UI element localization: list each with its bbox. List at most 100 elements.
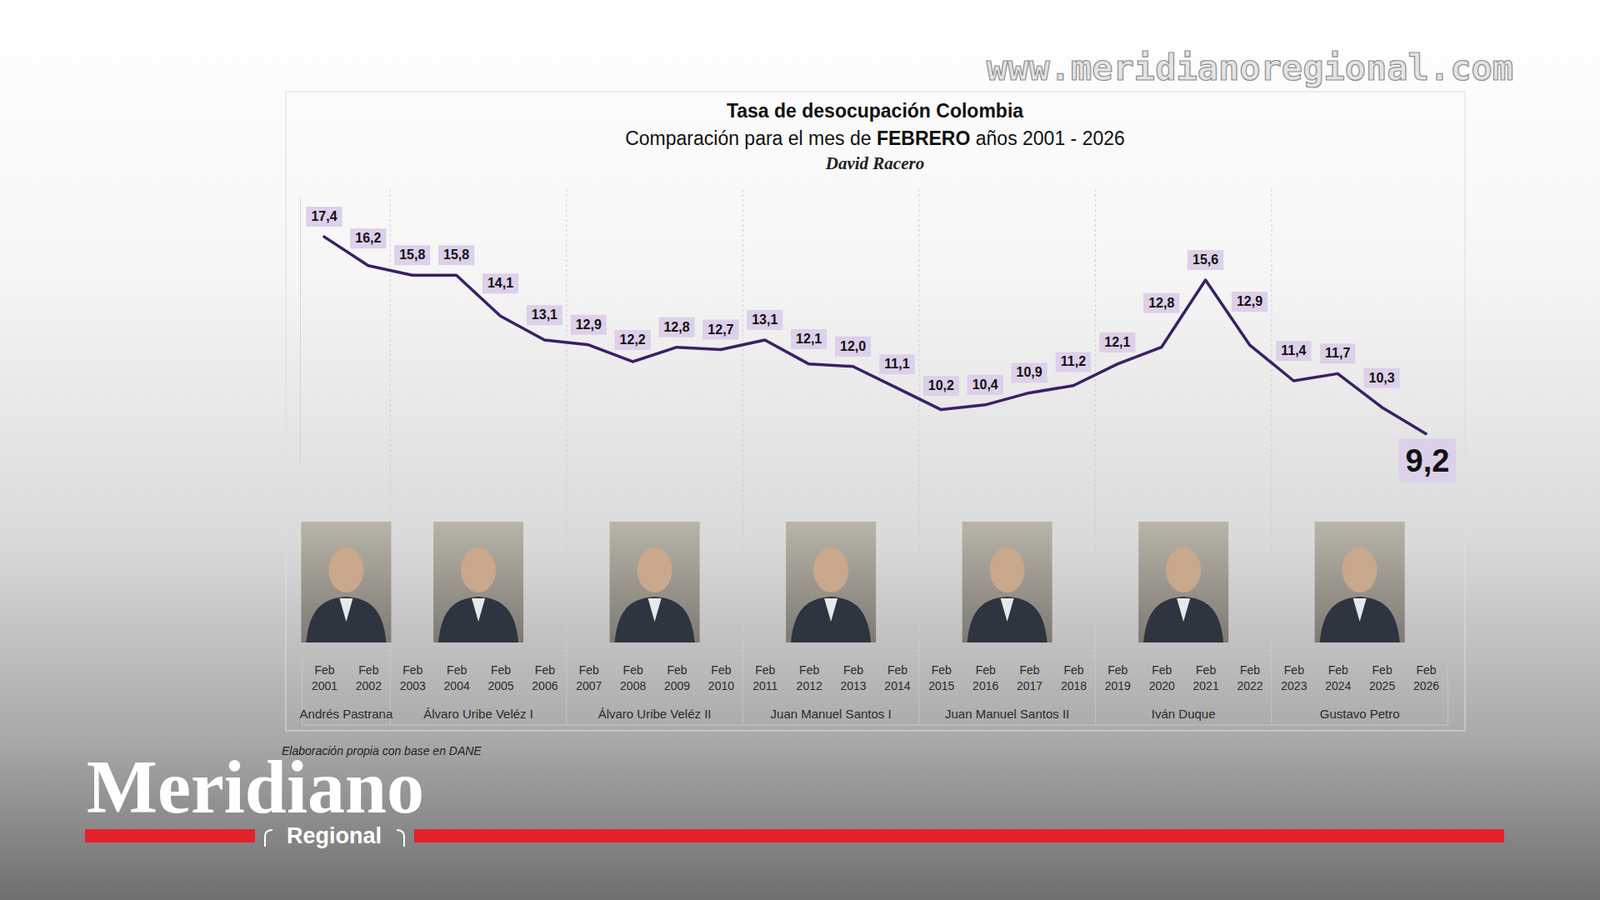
data-label: 15,6 — [1187, 250, 1224, 270]
x-tick-label: Feb2005 — [487, 663, 514, 693]
x-tick: Feb2022 — [1236, 655, 1263, 693]
data-label-box — [350, 228, 386, 249]
x-tick-label-line: Feb — [1151, 663, 1172, 677]
data-label-box — [1143, 293, 1180, 314]
x-tick-label: Feb2025 — [1369, 663, 1395, 693]
title: Tasa de desocupación Colombia — [726, 100, 1024, 122]
data-label-text: 11,4 — [1280, 343, 1306, 358]
data-label-box — [570, 315, 607, 335]
subtitle: Comparación para el mes de FEBRERO años … — [625, 127, 1125, 150]
x-tick-label: Feb2024 — [1325, 663, 1351, 693]
x-tick-label-line: 2009 — [664, 679, 690, 693]
portrait-body — [615, 596, 695, 643]
x-tick-label-line: Feb — [843, 663, 864, 677]
data-label-text: 11,7 — [1325, 345, 1350, 360]
x-tick: Feb2017 — [1016, 655, 1043, 693]
x-tick-label: Feb2001 — [311, 663, 338, 693]
group-labels: Andrés PastranaÁlvaro Uribe Veléz IÁlvar… — [300, 706, 1400, 721]
portrait — [785, 521, 876, 643]
x-tick: Feb2002 — [355, 655, 382, 693]
data-label-box — [394, 245, 430, 265]
x-tick-label-line: Feb — [931, 663, 952, 677]
data-label-text: 12,1 — [1104, 335, 1130, 350]
x-tick-label: Feb2013 — [840, 663, 866, 693]
x-tick-label-line: Feb — [1328, 663, 1349, 677]
table-divider — [1270, 655, 1272, 725]
portrait-shirt — [339, 598, 353, 622]
subtitle-part: 2001 — [1022, 127, 1071, 150]
table-divider — [918, 655, 920, 725]
data-label-box — [1231, 291, 1268, 312]
x-tick: Feb2003 — [400, 655, 426, 693]
x-tick: Feb2014 — [884, 655, 910, 693]
data-label: 12,8 — [658, 317, 695, 338]
plot-marks — [324, 236, 1426, 434]
data-label-box — [305, 206, 342, 227]
logo-bar-right — [414, 829, 1505, 843]
data-label-text: 10,2 — [928, 378, 955, 393]
data-label: 11,2 — [1055, 351, 1091, 372]
data-label-text: 12,1 — [795, 331, 822, 346]
x-tick-label: Feb2022 — [1236, 663, 1263, 693]
period-separator — [918, 189, 920, 656]
data-label-box — [438, 245, 475, 265]
portrait-head — [460, 547, 496, 593]
data-label-text: 12,7 — [707, 322, 734, 337]
x-tick-label-line: Feb — [1372, 663, 1393, 677]
x-tick-label-line: Feb — [490, 663, 511, 677]
x-tick-label-line: Feb — [446, 663, 467, 677]
x-tick-label-line: 2017 — [1016, 679, 1043, 693]
data-label-text: 15,6 — [1192, 252, 1219, 267]
x-tick-label: Feb2008 — [620, 663, 646, 693]
data-label-box — [1399, 438, 1457, 482]
portrait-shirt — [1176, 598, 1190, 622]
portrait-head — [328, 547, 364, 593]
x-tick-label-line: 2018 — [1060, 679, 1087, 693]
x-tick: Feb2005 — [487, 655, 514, 693]
x-tick: Feb2016 — [972, 655, 999, 693]
x-tick-label-line: Feb — [1415, 663, 1436, 677]
data-label-box — [746, 310, 783, 330]
group-label: Álvaro Uribe Veléz I — [423, 706, 534, 721]
x-tick-label-line: 2019 — [1105, 679, 1131, 693]
x-tick-label-line: Feb — [799, 663, 820, 677]
x-tick-label-line: Feb — [887, 663, 908, 677]
x-tick: Feb2007 — [575, 655, 602, 693]
x-tick-label-line: Feb — [623, 663, 644, 677]
data-label-text: 12,9 — [575, 317, 602, 332]
table-divider — [742, 655, 744, 725]
data-label-box — [1320, 343, 1355, 364]
data-label: 11,1 — [879, 354, 915, 375]
x-tick-label: Feb2014 — [884, 663, 910, 693]
x-tick: Feb2013 — [840, 655, 866, 693]
data-label-text: 17,4 — [310, 209, 337, 224]
data-label: 13,1 — [526, 305, 563, 325]
x-tick-label: Feb2020 — [1149, 663, 1175, 693]
subtitle-part: el — [788, 127, 809, 150]
data-label: 14,1 — [482, 273, 519, 294]
subtitle-part: Comparación — [625, 127, 745, 150]
data-label: 10,3 — [1363, 368, 1400, 389]
x-tick-label: Feb2006 — [531, 663, 558, 693]
x-tick-label-line: 2015 — [928, 679, 955, 693]
line — [324, 236, 1426, 434]
data-label-text: 14,1 — [487, 275, 514, 290]
data-label-box — [526, 305, 563, 325]
x-tick-label-line: Feb — [666, 663, 687, 677]
group-label: Juan Manuel Santos I — [770, 706, 892, 721]
x-tick: Feb2019 — [1105, 655, 1131, 693]
subtitle-part: FEBRERO — [876, 127, 976, 150]
data-label: 9,2 — [1399, 438, 1457, 482]
data-label-text: 10,3 — [1369, 370, 1395, 385]
data-label-text: 13,1 — [531, 307, 558, 322]
x-tick-label: Feb2004 — [444, 663, 470, 693]
portrait-head — [1165, 547, 1201, 593]
x-tick-label-line: 2003 — [400, 679, 426, 693]
data-label-text: 12,9 — [1236, 294, 1263, 309]
data-label-box — [835, 336, 871, 357]
data-label-box — [1275, 340, 1311, 361]
portrait-head — [1342, 547, 1378, 593]
data-label: 12,9 — [570, 315, 607, 335]
portrait-shirt — [1000, 598, 1015, 622]
x-tick-label: Feb2019 — [1105, 663, 1131, 693]
